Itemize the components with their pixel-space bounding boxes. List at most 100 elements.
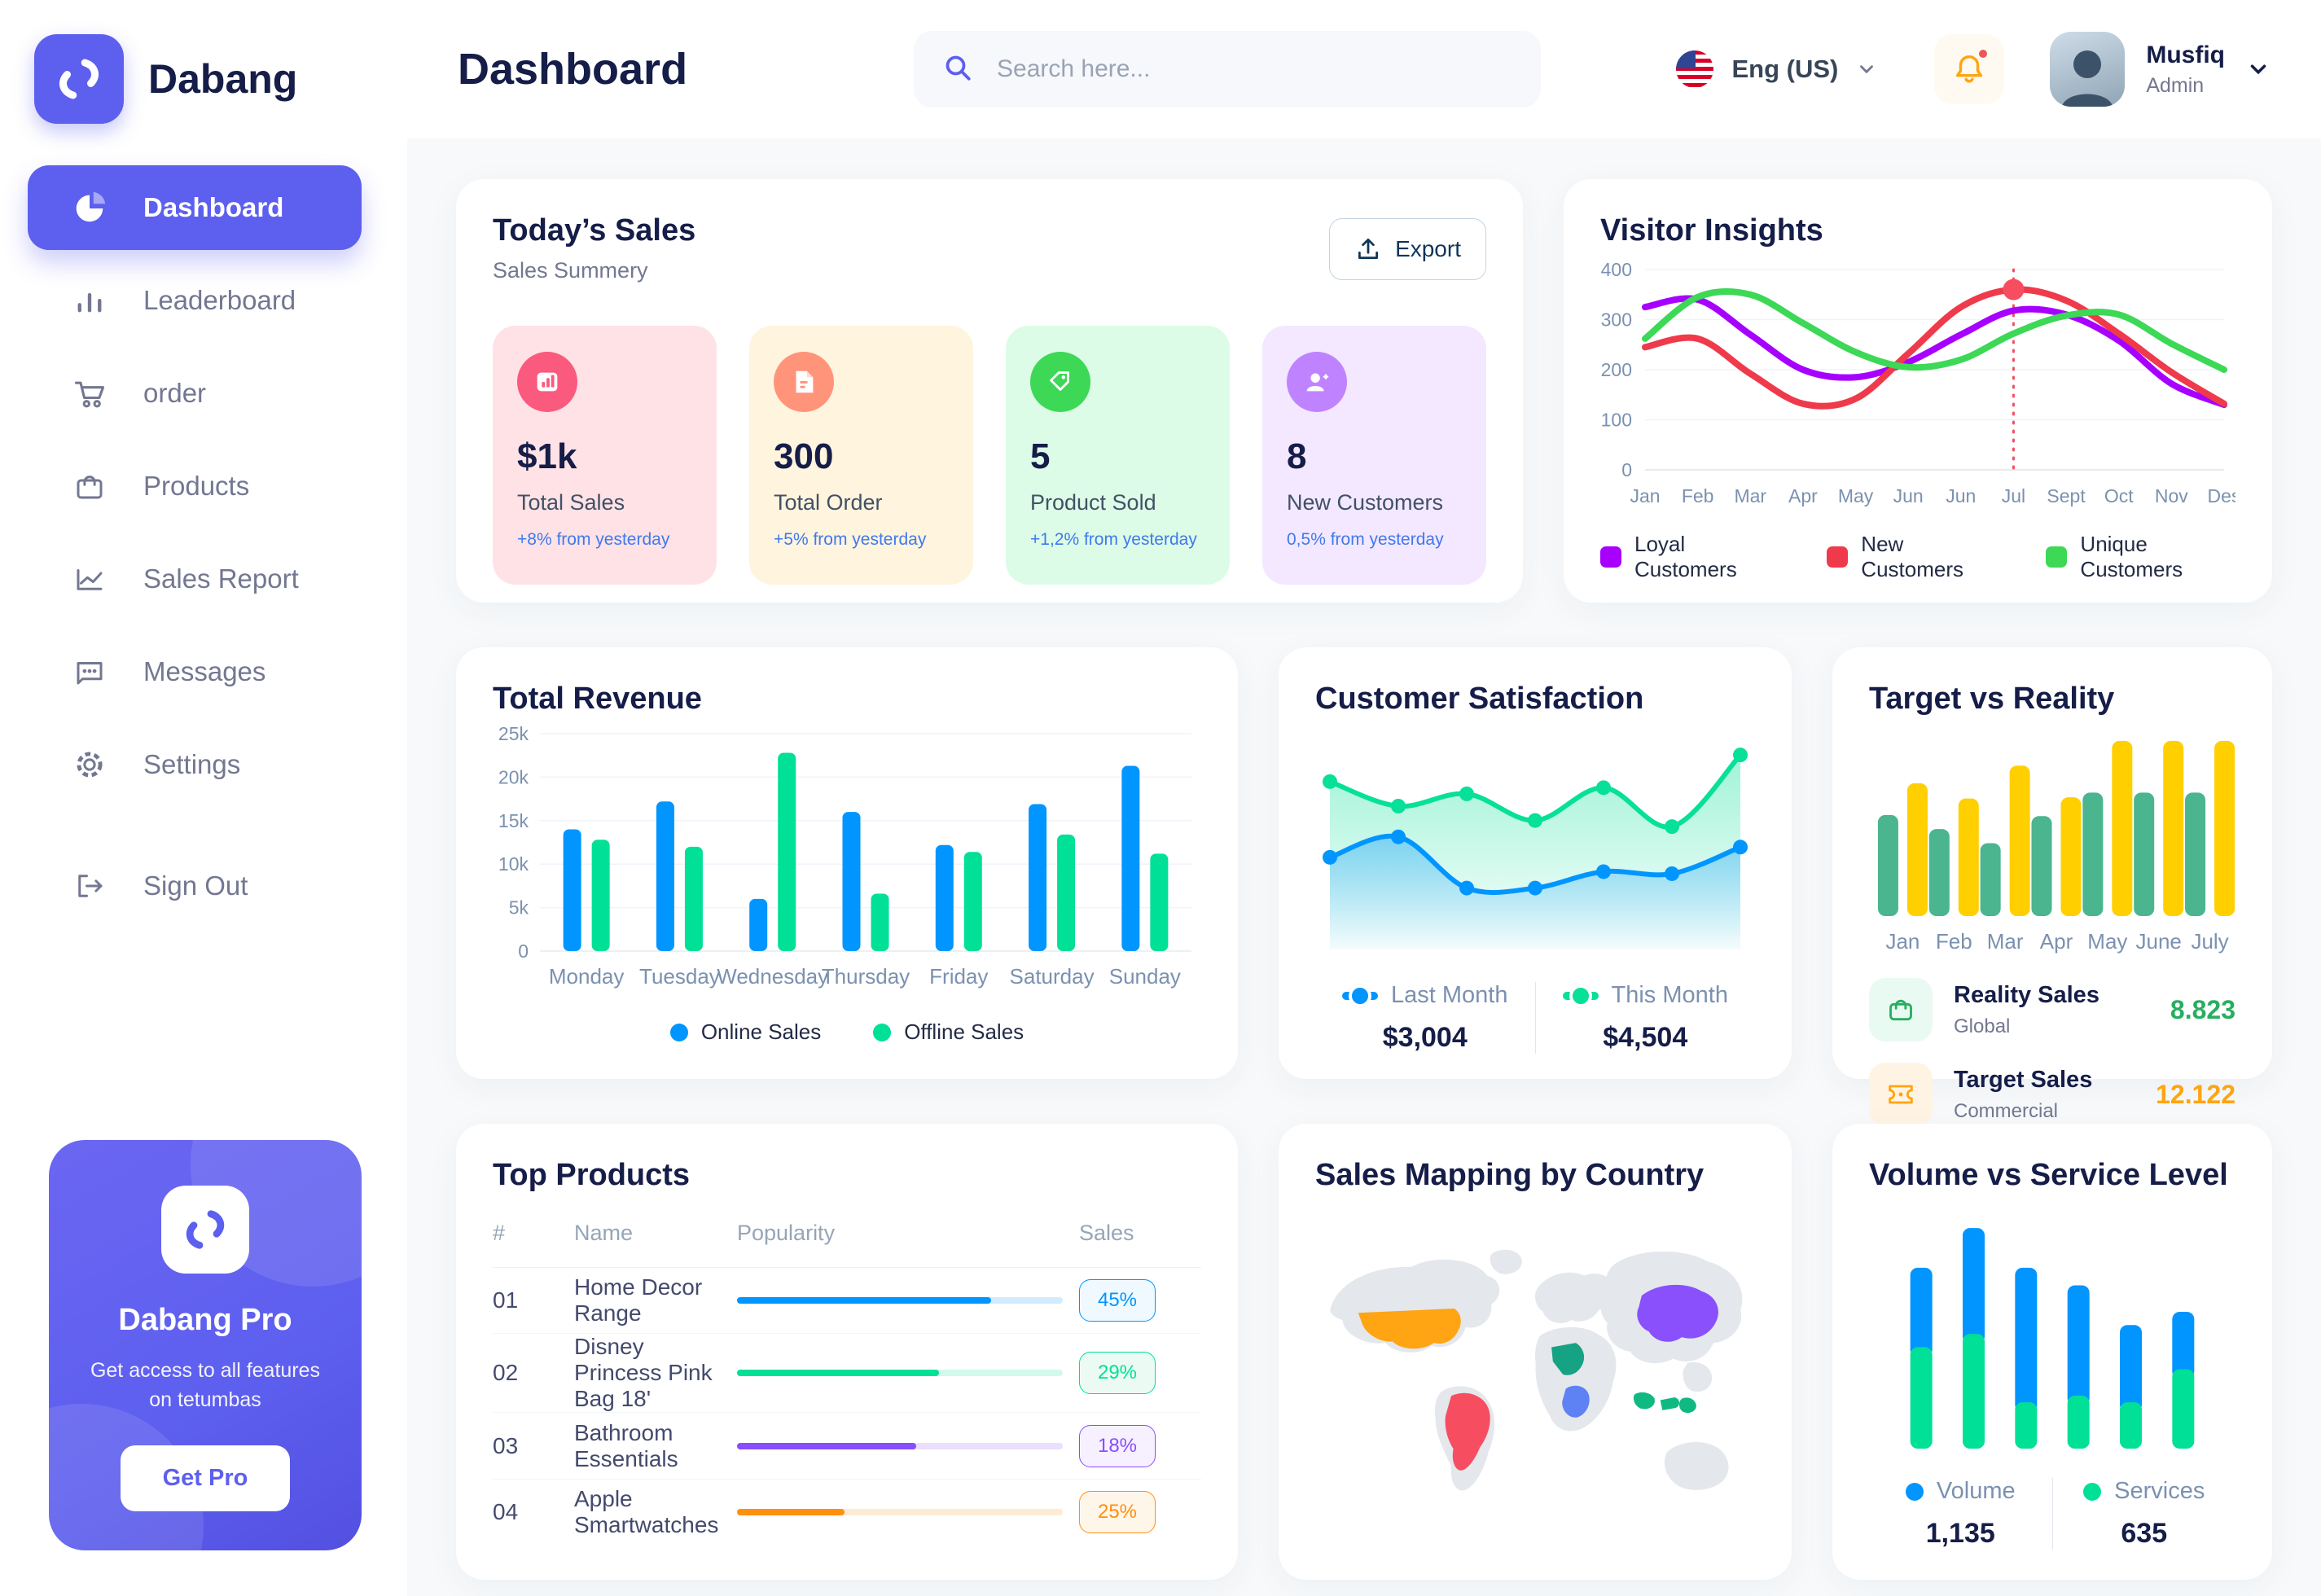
total-revenue-chart: 0 5k 10k 15k 20k 25k Monday Tuesday Wednesday Thu… (493, 724, 1201, 1005)
sidebar-item-label: Sign Out (143, 870, 248, 901)
todays-sales-title: Today’s Sales (493, 213, 696, 248)
svg-text:Friday: Friday (929, 964, 988, 989)
svg-text:Sept: Sept (2047, 485, 2086, 506)
svg-text:25k: 25k (498, 724, 529, 744)
user-menu[interactable]: Musfiq Admin (2050, 32, 2271, 107)
svg-text:Thursday: Thursday (822, 964, 910, 989)
svg-text:Mar: Mar (1734, 485, 1766, 506)
cart-icon (70, 374, 109, 413)
order-receipt-icon (774, 352, 834, 412)
sidebar-item-label: Leaderboard (143, 285, 296, 315)
search-bar[interactable] (914, 31, 1541, 107)
svg-text:Monday: Monday (549, 964, 625, 989)
stat-total-order: 300 Total Order +5% from yesterday (749, 326, 973, 585)
sidebar-item-settings[interactable]: Settings (28, 722, 362, 807)
volume-dot (1905, 1482, 1924, 1501)
customer-satisfaction-chart (1315, 717, 1755, 959)
chat-icon (70, 652, 109, 691)
svg-text:Jan: Jan (1885, 929, 1920, 954)
visitor-insights-card: Visitor Insights 0 100 200 300 400 Jan Feb Mar A… (1564, 179, 2272, 603)
language-label: Eng (US) (1731, 55, 1839, 83)
map-saudi-arabia[interactable] (1551, 1343, 1585, 1375)
visitor-insights-legend: Loyal Customers New Customers Unique Cus… (1600, 532, 2235, 582)
sales-badge: 29% (1079, 1352, 1156, 1395)
popularity-bar (737, 1297, 1063, 1304)
user-plus-icon (1287, 352, 1347, 412)
loyal-customers-swatch (1600, 546, 1621, 568)
map-united-states[interactable] (1358, 1308, 1461, 1349)
visitor-insights-title: Visitor Insights (1600, 213, 1823, 248)
target-vs-reality-title: Target vs Reality (1869, 682, 2115, 716)
svg-text:Jun: Jun (1893, 485, 1924, 506)
notifications-button[interactable] (1934, 34, 2005, 104)
sidebar-item-label: Settings (143, 749, 241, 779)
svg-text:Jun: Jun (1946, 485, 1976, 506)
promo-text: Get access to all features on tetumbas (90, 1358, 321, 1411)
top-bar: Dashboard Eng (US) Musfiq Admin (407, 0, 2321, 138)
top-products-header: # Name Popularity Sales (493, 1221, 1201, 1268)
svg-text:May: May (1838, 485, 1874, 506)
target-vs-reality-chart: Jan Feb Mar Apr May June July (1869, 717, 2235, 957)
search-input[interactable] (995, 55, 1513, 84)
line-chart-icon (70, 559, 109, 598)
sidebar-item-sales-report[interactable]: Sales Report (28, 537, 362, 621)
sidebar-item-order[interactable]: order (28, 351, 362, 436)
sales-badge: 25% (1079, 1491, 1156, 1534)
table-row[interactable]: 03 Bathroom Essentials 18% (493, 1413, 1201, 1480)
brand: Dabang (0, 0, 407, 156)
todays-sales-subtitle: Sales Summery (493, 258, 648, 283)
target-sales-ticket-icon (1869, 1063, 1933, 1126)
table-row[interactable]: 04 Apple Smartwatches 25% (493, 1480, 1201, 1546)
tag-icon (1030, 352, 1090, 412)
sales-badge: 18% (1079, 1424, 1156, 1467)
new-customers-swatch (1827, 546, 1849, 568)
search-icon (941, 51, 974, 88)
sidebar: Dabang Dashboard Leaderboard order Produ… (0, 0, 407, 1596)
language-selector[interactable]: Eng (US) (1676, 50, 1877, 88)
svg-text:Nov: Nov (2155, 485, 2188, 506)
top-products-title: Top Products (493, 1158, 691, 1192)
svg-text:Feb: Feb (1936, 929, 1972, 954)
sidebar-item-label: Sales Report (143, 563, 299, 594)
customer-satisfaction-title: Customer Satisfaction (1315, 682, 1644, 716)
brand-logo-icon (34, 34, 124, 124)
todays-sales-card: Today’s Sales Sales Summery Export $1k T… (456, 179, 1523, 603)
sales-badge: 45% (1079, 1279, 1156, 1322)
sidebar-item-leaderboard[interactable]: Leaderboard (28, 258, 362, 343)
map-china[interactable] (1637, 1284, 1718, 1342)
sidebar-item-dashboard[interactable]: Dashboard (28, 165, 362, 250)
export-button[interactable]: Export (1329, 218, 1486, 280)
page-title: Dashboard (458, 45, 688, 94)
total-revenue-legend: Online Sales Offline Sales (493, 1019, 1201, 1045)
customer-satisfaction-legend: Last Month $3,004 This Month $4,504 (1315, 982, 1755, 1054)
table-row[interactable]: 02 Disney Princess Pink Bag 18' 29% (493, 1334, 1201, 1414)
volume-vs-service-title: Volume vs Service Level (1869, 1158, 2228, 1192)
services-total: 635 (2121, 1518, 2168, 1549)
get-pro-button[interactable]: Get Pro (120, 1445, 291, 1511)
volume-vs-service-chart (1869, 1193, 2235, 1455)
dabang-pro-card: Dabang Pro Get access to all features on… (49, 1139, 362, 1550)
popularity-bar (737, 1370, 1063, 1377)
svg-text:Tuesday: Tuesday (639, 964, 720, 989)
sidebar-item-messages[interactable]: Messages (28, 629, 362, 714)
promo-title: Dabang Pro (118, 1302, 292, 1337)
sales-stat-cards: $1k Total Sales +8% from yesterday 300 T… (493, 326, 1486, 585)
map-dr-congo[interactable] (1562, 1385, 1590, 1418)
stat-product-sold: 5 Product Sold +1,2% from yesterday (1006, 326, 1230, 585)
svg-text:Apr: Apr (2040, 929, 2073, 954)
table-row[interactable]: 01 Home Decor Range 45% (493, 1268, 1201, 1335)
sidebar-item-sign-out[interactable]: Sign Out (28, 844, 362, 928)
svg-text:15k: 15k (498, 810, 529, 831)
svg-text:300: 300 (1601, 309, 1632, 331)
svg-text:Jan: Jan (1630, 485, 1660, 506)
sidebar-item-label: Products (143, 471, 250, 501)
volume-vs-service-legend: Volume 1,135 Services 635 (1869, 1478, 2235, 1550)
export-icon (1358, 238, 1379, 260)
svg-text:10k: 10k (498, 853, 529, 875)
svg-text:Feb: Feb (1682, 485, 1714, 506)
sidebar-item-products[interactable]: Products (28, 444, 362, 528)
map-brazil[interactable] (1445, 1392, 1490, 1471)
total-revenue-title: Total Revenue (493, 682, 702, 716)
reality-sales-bag-icon (1869, 978, 1933, 1041)
svg-text:June: June (2136, 929, 2182, 954)
